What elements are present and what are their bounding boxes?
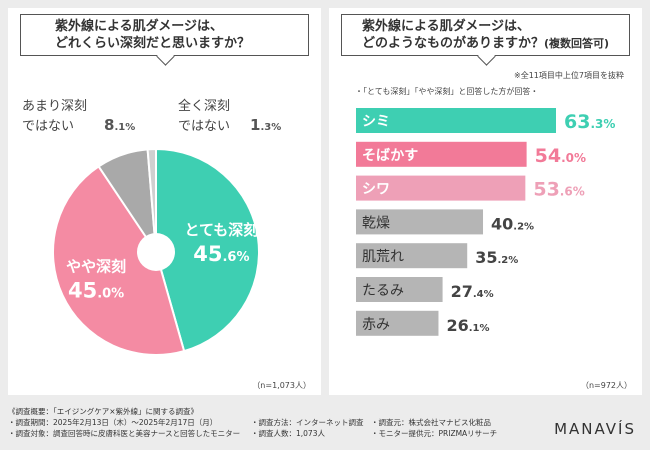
bar-value-1: 54.0% [535,145,586,167]
footer-method: ・調査方法：インターネット調査 [251,418,364,427]
bar-question-suffix: (複数回答可) [544,37,610,50]
pie-question: 紫外線による肌ダメージは、 どれくらい深刻だと思いますか？ [21,18,308,52]
bar-6 [356,310,439,336]
pie-chart-card: 紫外線による肌ダメージは、 どれくらい深刻だと思いますか？ とても深刻 45.6%… [8,8,321,395]
bar-question-box: 紫外線による肌ダメージは、 どのようなものがありますか？(複数回答可) [341,14,630,66]
pie-value-2: 8.1% [104,116,135,134]
brand-logo: MANAVÍS [554,420,636,438]
bar-category-1: そばかす [362,148,418,164]
pie-label-1: やや深刻 [66,258,126,276]
footer-provider: ・モニター提供元：PRIZMAリサーチ [371,429,498,438]
bar-value-5: 27.4% [451,282,494,301]
bar-note-respondents: ・「とても深刻」「やや深刻」と回答した方が回答・ [355,87,539,96]
bar-n-label: （n=972人） [581,381,632,390]
bar-value-4: 35.2% [475,248,518,267]
bar-question-line2: どのようなものがありますか？ [362,36,545,51]
bar-question-line1: 紫外線による肌ダメージは、 [362,19,530,34]
bar-value-2: 53.6% [533,179,584,201]
bar-2 [356,175,526,201]
pie-question-line1: 紫外線による肌ダメージは、 [55,19,223,34]
bar-category-2: シワ [362,182,390,198]
footer-period: ・調査期間：2025年2月13日（木）～2025年2月17日（月） [8,418,218,427]
pie-slice-3 [146,147,157,253]
pie-label-2: あまり深刻 [22,99,87,114]
pie-value-3: 1.3% [250,116,281,134]
bar-note-excerpt: ※全11項目中上位7項目を抜粋 [514,71,624,80]
pie-label-0: とても深刻 [184,221,258,239]
pie-label-3-line2: ではない [178,119,230,134]
bar-question: 紫外線による肌ダメージは、 どのようなものがありますか？(複数回答可) [342,18,629,52]
bar-4 [356,243,468,269]
pie-label-3: 全く深刻 [178,98,230,114]
bar-chart: シミ 63.3% そばかす 54.0% シワ 53.6% 乾燥 40.2% 肌荒れ 35.2% たる… [356,108,632,390]
bar-value-6: 26.1% [446,316,489,335]
pie-question-line2: どれくらい深刻だと思いますか？ [55,36,251,51]
bar-0 [356,108,556,133]
pie-value-0: 45.6% [193,242,249,266]
bar-category-6: 赤み [362,317,390,333]
bar-category-0: シミ [362,114,390,130]
pie-question-box: 紫外線による肌ダメージは、 どれくらい深刻だと思いますか？ [20,14,309,66]
bar-5 [356,277,443,302]
bar-category-4: 肌荒れ [362,249,404,265]
bar-3 [356,209,484,235]
bar-category-3: 乾燥 [362,215,390,231]
pie-n-label: （n=1,073人） [252,381,311,390]
footer-count: ・調査人数：1,073人 [251,429,325,438]
bar-value-0: 63.3% [564,111,615,133]
bar-category-5: たるみ [362,283,404,299]
pie-label-2-line2: ではない [22,119,74,134]
bar-1 [356,141,527,167]
pie-value-1: 45.0% [68,279,124,303]
pie-slice-1 [52,165,186,356]
pie-center-hole [137,233,175,271]
footer-target: ・調査対象：調査回答時に皮膚科医と美容ナースと回答したモニター [8,429,241,438]
footer-sponsor: ・調査元：株式会社マナビス化粧品 [371,418,491,427]
bar-chart-card: 紫外線による肌ダメージは、 どのようなものがありますか？(複数回答可) ※全11… [329,8,642,395]
pie-slice-0 [155,147,260,353]
bar-value-3: 40.2% [491,214,534,233]
footer-survey-title: 《調査概要：「エイジングケア×紫外線」に関する調査》 [8,407,199,416]
